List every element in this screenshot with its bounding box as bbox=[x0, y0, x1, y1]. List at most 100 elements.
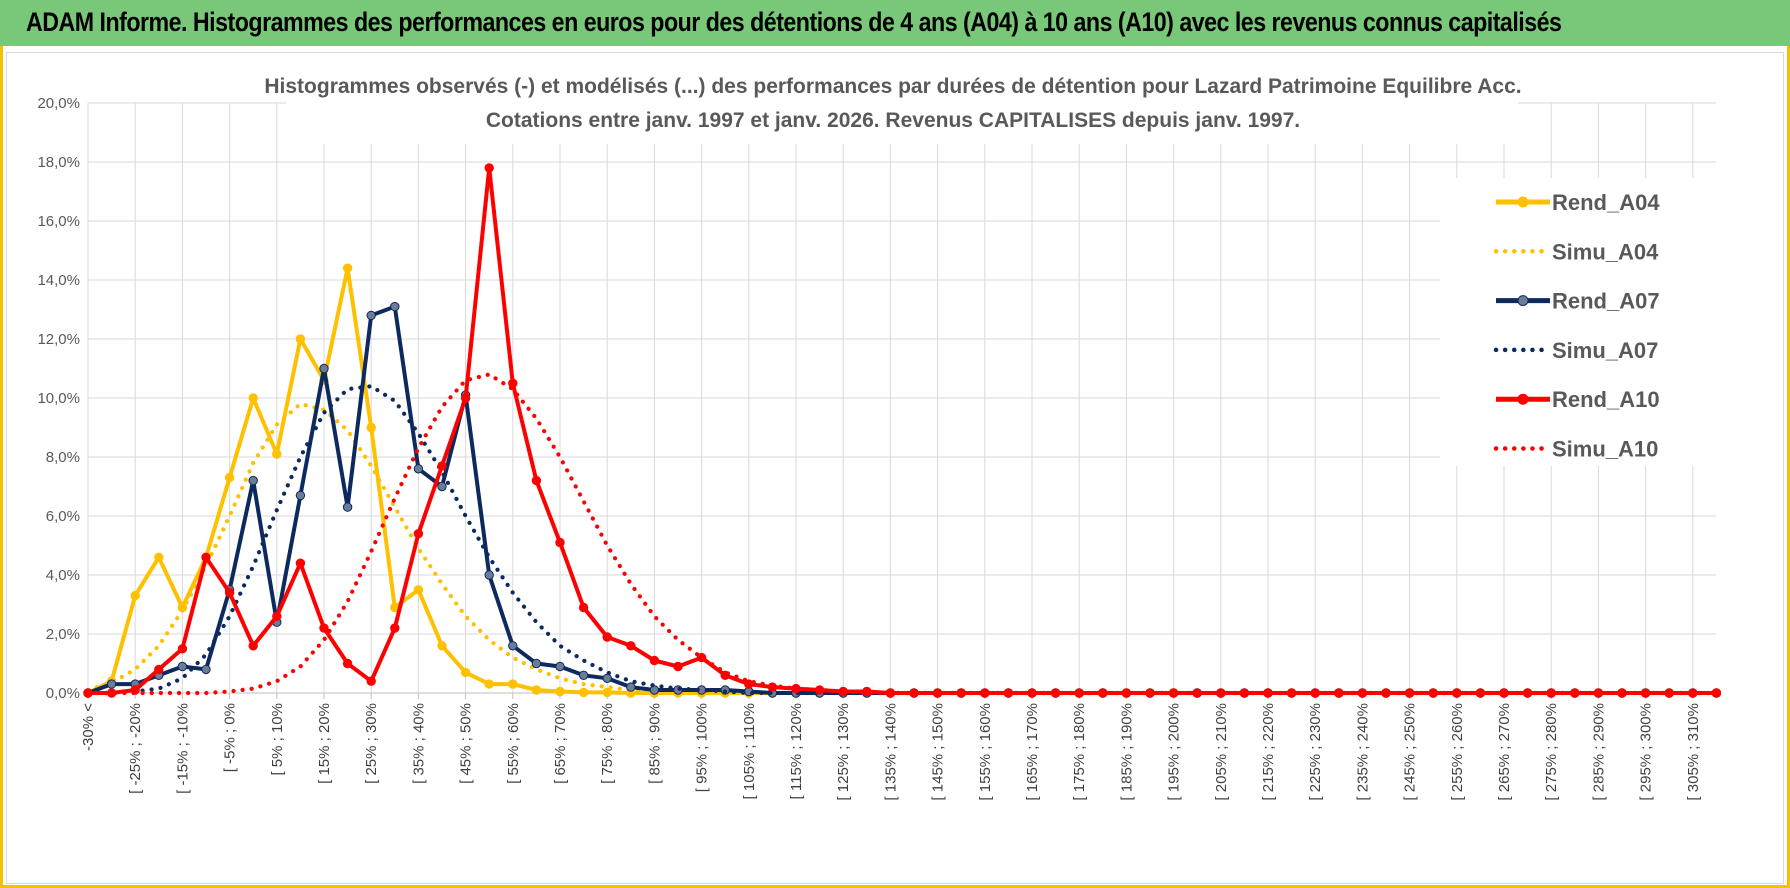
data-point bbox=[413, 585, 424, 595]
x-tick-label: [ 245% ; 250% bbox=[1402, 703, 1419, 801]
data-point bbox=[555, 537, 565, 548]
x-tick-label: [ 285% ; 290% bbox=[1590, 703, 1607, 801]
page-title: ADAM Informe. Histogrammes des performan… bbox=[26, 7, 1562, 37]
data-point bbox=[342, 263, 353, 273]
x-tick-label: [ 235% ; 240% bbox=[1354, 703, 1371, 801]
y-tick-label: 20,0% bbox=[37, 95, 80, 112]
data-point bbox=[555, 661, 565, 672]
data-point bbox=[154, 552, 164, 562]
legend-label: Simu_A10 bbox=[1552, 437, 1658, 462]
legend-label: Simu_A07 bbox=[1552, 338, 1658, 363]
legend-label: Simu_A04 bbox=[1552, 239, 1659, 264]
legend-marker bbox=[1517, 295, 1529, 307]
data-point bbox=[201, 552, 211, 562]
legend-marker bbox=[1517, 393, 1529, 405]
data-point bbox=[531, 475, 542, 486]
data-point bbox=[484, 163, 494, 173]
x-tick-label: [ 125% ; 130% bbox=[835, 703, 852, 801]
x-tick-label: [ 195% ; 200% bbox=[1166, 703, 1183, 801]
data-point bbox=[154, 664, 164, 675]
x-tick-label: [ 295% ; 300% bbox=[1638, 703, 1655, 801]
data-point bbox=[437, 461, 447, 471]
x-tick-label: [ 85% ; 90% bbox=[646, 703, 663, 784]
y-tick-label: 16,0% bbox=[37, 213, 80, 230]
x-tick-label: -30% < bbox=[80, 703, 97, 751]
legend-background bbox=[1440, 178, 1730, 466]
x-tick-label: [ 255% ; 260% bbox=[1449, 703, 1466, 801]
x-tick-label: [ 205% ; 210% bbox=[1213, 703, 1230, 801]
x-tick-label: [ 15% ; 20% bbox=[316, 703, 333, 784]
data-point bbox=[437, 641, 447, 651]
data-point bbox=[508, 679, 518, 689]
y-tick-label: 6,0% bbox=[46, 508, 80, 525]
data-point bbox=[272, 449, 282, 459]
data-point bbox=[366, 422, 376, 433]
data-point bbox=[130, 590, 140, 601]
data-point bbox=[295, 334, 306, 344]
data-point bbox=[248, 393, 258, 403]
x-tick-label: [ 175% ; 180% bbox=[1071, 703, 1088, 801]
data-point bbox=[460, 667, 471, 678]
data-point bbox=[177, 644, 188, 654]
x-tick-label: [ 25% ; 30% bbox=[363, 703, 380, 784]
data-point bbox=[319, 623, 329, 633]
y-tick-label: 4,0% bbox=[46, 567, 80, 584]
chart-title: Histogrammes observés (-) et modélisés (… bbox=[264, 75, 1521, 98]
data-point bbox=[177, 661, 188, 672]
data-point bbox=[626, 641, 636, 651]
legend-label: Rend_A04 bbox=[1552, 190, 1660, 215]
x-tick-label: [ 215% ; 220% bbox=[1260, 703, 1277, 801]
data-point bbox=[342, 502, 353, 512]
data-point bbox=[366, 310, 376, 321]
data-point bbox=[673, 661, 683, 672]
x-tick-label: [ 225% ; 230% bbox=[1307, 703, 1324, 801]
data-point bbox=[224, 588, 235, 598]
data-point bbox=[106, 679, 117, 689]
data-point bbox=[390, 301, 400, 312]
data-point bbox=[744, 679, 754, 689]
data-point bbox=[578, 602, 589, 613]
data-point bbox=[413, 529, 424, 539]
data-point bbox=[602, 687, 612, 698]
x-tick-label: [ 145% ; 150% bbox=[930, 703, 947, 801]
data-point bbox=[366, 676, 376, 686]
data-point bbox=[531, 658, 542, 669]
data-point bbox=[201, 664, 211, 675]
y-tick-label: 2,0% bbox=[46, 626, 80, 643]
data-point bbox=[602, 632, 612, 642]
legend-marker bbox=[1517, 196, 1529, 208]
data-point bbox=[248, 641, 258, 651]
x-tick-label: [ 165% ; 170% bbox=[1024, 703, 1041, 801]
series-line-simu_a10 bbox=[85, 372, 1719, 696]
data-point bbox=[555, 686, 565, 697]
y-tick-label: 0,0% bbox=[46, 685, 80, 702]
x-tick-label: [ 95% ; 100% bbox=[694, 703, 711, 792]
y-tick-label: 18,0% bbox=[37, 154, 80, 171]
x-tick-label: [ 105% ; 110% bbox=[741, 703, 758, 799]
x-tick-label: [ 155% ; 160% bbox=[977, 703, 994, 801]
x-tick-label: [ 45% ; 50% bbox=[458, 703, 475, 784]
data-point bbox=[578, 670, 589, 680]
data-point bbox=[224, 472, 235, 483]
x-tick-label: [ 55% ; 60% bbox=[505, 703, 522, 784]
data-point bbox=[484, 679, 494, 689]
y-tick-label: 8,0% bbox=[46, 449, 80, 466]
data-point bbox=[272, 611, 282, 621]
data-point bbox=[413, 464, 424, 474]
data-point bbox=[460, 393, 471, 403]
x-tick-label: [ 5% ; 10% bbox=[269, 703, 286, 776]
data-point bbox=[1711, 688, 1722, 698]
data-point bbox=[295, 558, 306, 568]
data-point bbox=[390, 623, 400, 633]
data-point bbox=[531, 685, 542, 695]
title-background bbox=[286, 64, 1518, 144]
title-banner: ADAM Informe. Histogrammes des performan… bbox=[0, 0, 1790, 46]
x-tick-label: [ 115% ; 120% bbox=[788, 703, 805, 799]
y-tick-label: 14,0% bbox=[37, 272, 80, 289]
data-point bbox=[626, 682, 636, 692]
data-point bbox=[508, 641, 518, 651]
y-tick-label: 10,0% bbox=[37, 390, 80, 407]
x-axis-ticks: -30% < [ -25% ; -20% [ -15% ; -10% [ -5% ; … bbox=[80, 703, 1702, 801]
